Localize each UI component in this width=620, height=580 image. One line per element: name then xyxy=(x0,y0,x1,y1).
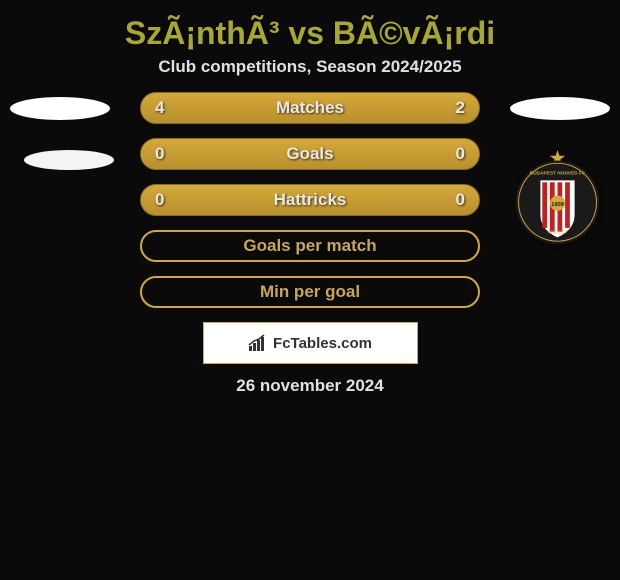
player-left-badge xyxy=(10,97,114,170)
club-crest: BUDAPEST HONVED FC 1909 KISPEST xyxy=(510,150,605,245)
footer-date: 26 november 2024 xyxy=(10,376,610,396)
brand-text: FcTables.com xyxy=(273,335,372,352)
hattricks-left-value: 0 xyxy=(155,190,164,210)
chart-icon xyxy=(248,334,270,352)
page-title: SzÃ¡nthÃ³ vs BÃ©vÃ¡rdi xyxy=(0,0,620,57)
min-per-goal-label: Min per goal xyxy=(260,282,360,302)
hattricks-right-value: 0 xyxy=(456,190,465,210)
svg-text:BUDAPEST HONVED FC: BUDAPEST HONVED FC xyxy=(530,171,586,177)
footer-brand-box: FcTables.com xyxy=(203,322,418,364)
stats-container: 4 Matches 2 0 Goals 0 0 Hattricks 0 Goal… xyxy=(140,92,480,308)
stat-bar-goals: 0 Goals 0 xyxy=(140,138,480,170)
matches-left-value: 4 xyxy=(155,98,164,118)
crest-icon: BUDAPEST HONVED FC 1909 KISPEST xyxy=(510,150,605,245)
svg-text:1909: 1909 xyxy=(551,202,564,208)
stat-bar-min-per-goal: Min per goal xyxy=(140,276,480,308)
content-area: BUDAPEST HONVED FC 1909 KISPEST 4 Matche… xyxy=(0,92,620,396)
brand-logo: FcTables.com xyxy=(248,334,372,352)
matches-right-value: 2 xyxy=(456,98,465,118)
goals-per-match-label: Goals per match xyxy=(243,236,376,256)
stat-bar-matches: 4 Matches 2 xyxy=(140,92,480,124)
stat-bar-hattricks: 0 Hattricks 0 xyxy=(140,184,480,216)
hattricks-label: Hattricks xyxy=(274,190,347,210)
ellipse-bottom-left xyxy=(24,150,114,170)
subtitle: Club competitions, Season 2024/2025 xyxy=(0,57,620,92)
goals-label: Goals xyxy=(286,144,333,164)
goals-right-value: 0 xyxy=(456,144,465,164)
matches-label: Matches xyxy=(276,98,344,118)
stat-bar-goals-per-match: Goals per match xyxy=(140,230,480,262)
player-right-badge: BUDAPEST HONVED FC 1909 KISPEST xyxy=(510,97,610,245)
svg-text:KISPEST: KISPEST xyxy=(547,230,567,236)
ellipse-top-left xyxy=(10,97,110,120)
ellipse-top-right xyxy=(510,97,610,120)
goals-left-value: 0 xyxy=(155,144,164,164)
